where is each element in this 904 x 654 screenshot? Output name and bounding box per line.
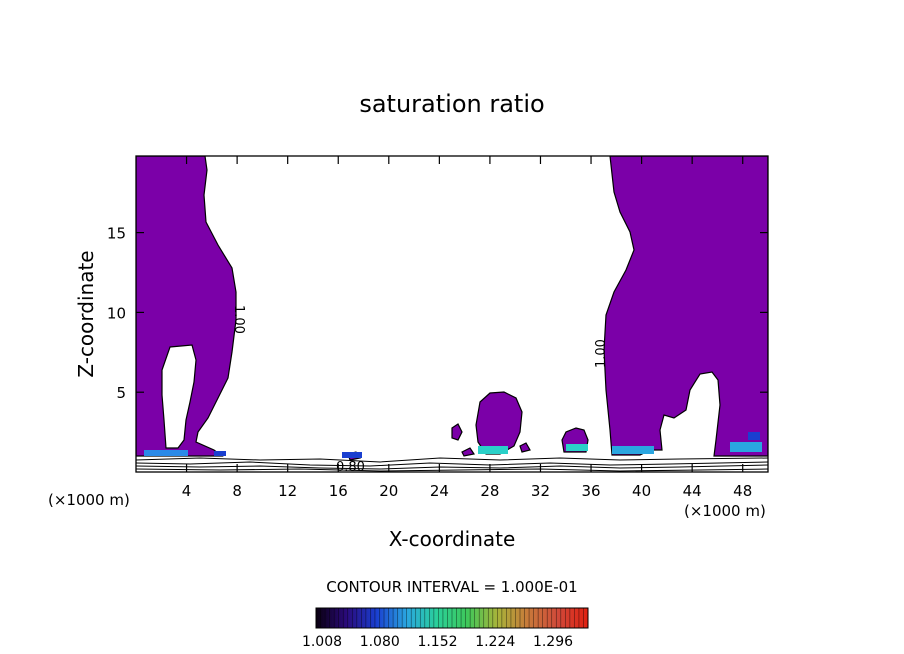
high-value-patch bbox=[566, 444, 588, 451]
high-value-patch bbox=[478, 446, 508, 454]
high-value-patch bbox=[748, 432, 760, 440]
high-value-patch bbox=[730, 442, 762, 452]
x-tick-label: 40 bbox=[632, 482, 651, 500]
saturation-blob bbox=[519, 442, 531, 453]
x-tick-label: 12 bbox=[278, 482, 297, 500]
y-tick-label: 15 bbox=[107, 225, 126, 243]
x-tick-label: 4 bbox=[182, 482, 192, 500]
x-tick-label: 36 bbox=[581, 482, 600, 500]
x-tick-label: 28 bbox=[480, 482, 499, 500]
colorbar-tick-label: 1.008 bbox=[302, 634, 342, 650]
saturation-blob bbox=[461, 447, 475, 457]
x-tick-label: 16 bbox=[329, 482, 348, 500]
saturation-region-right bbox=[603, 156, 768, 457]
x-axis: 4 8 12 16 20 24 28 32 36 40 44 48 bbox=[182, 156, 752, 500]
saturation-region-mid bbox=[475, 391, 523, 455]
x-tick-label: 24 bbox=[430, 482, 449, 500]
x-tick-label: 48 bbox=[733, 482, 752, 500]
x-tick-label: 20 bbox=[379, 482, 398, 500]
x-axis-label: X-coordinate bbox=[389, 527, 516, 551]
contour-lines bbox=[136, 457, 768, 472]
saturation-region-left bbox=[136, 156, 237, 457]
colorbar-tick-label: 1.080 bbox=[360, 634, 400, 650]
x-tick-label: 8 bbox=[232, 482, 242, 500]
contour-label: 0.80 bbox=[336, 460, 365, 475]
high-value-patch bbox=[144, 450, 188, 456]
y-axis: 5 10 15 bbox=[107, 225, 768, 402]
x-tick-label: 44 bbox=[683, 482, 702, 500]
x-unit-left: (×1000 m) bbox=[48, 491, 130, 509]
x-unit-right: (×1000 m) bbox=[684, 502, 766, 520]
colorbar-tick-label: 1.152 bbox=[417, 634, 457, 650]
chart-title: saturation ratio bbox=[359, 90, 544, 118]
colorbar-tick-label: 1.296 bbox=[533, 634, 573, 650]
unsaturated-pocket bbox=[161, 344, 197, 449]
y-axis-label: Z-coordinate bbox=[74, 250, 98, 377]
high-value-patch bbox=[612, 446, 654, 454]
high-value-patch bbox=[214, 451, 226, 456]
plot-frame bbox=[135, 155, 769, 473]
saturation-blob bbox=[451, 423, 463, 441]
x-tick-label: 32 bbox=[531, 482, 550, 500]
y-tick-label: 5 bbox=[116, 384, 126, 402]
high-value-patch bbox=[342, 452, 362, 458]
colorbar-ticks: 1.008 1.080 1.152 1.224 1.296 bbox=[302, 608, 584, 650]
contour-interval-text: CONTOUR INTERVAL = 1.000E-01 bbox=[326, 578, 577, 596]
colorbar-tick-label: 1.224 bbox=[475, 634, 515, 650]
contour-label: 1.00 bbox=[594, 339, 609, 368]
contour-label: 1.00 bbox=[231, 305, 246, 334]
y-tick-label: 10 bbox=[107, 304, 126, 322]
